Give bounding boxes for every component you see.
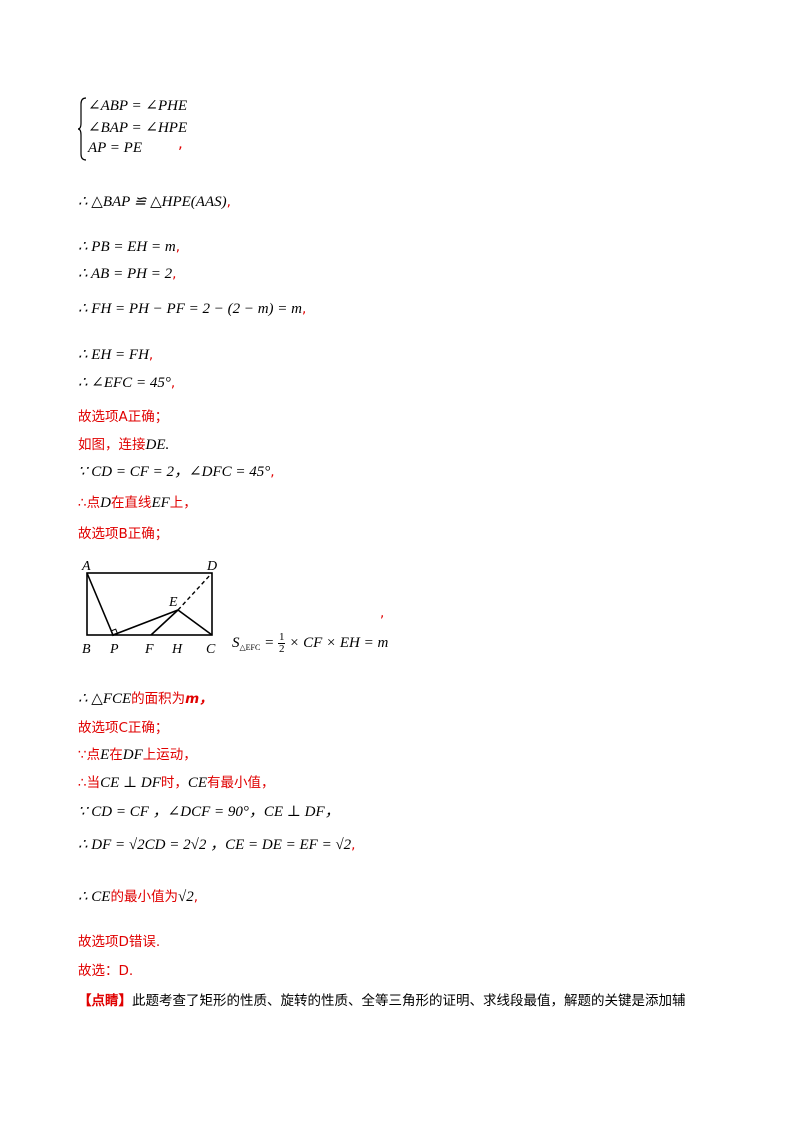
line-fh: ∴ FH = PH − PF = 2 − (2 − m) = m, xyxy=(78,301,307,317)
line-df-value: ∴ DF = √2CD = 2√2 ，CE = DE = EF = √2, xyxy=(78,837,356,853)
line-commentary: 【点睛】此题考查了矩形的性质、旋转的性质、全等三角形的证明、求线段最值，解题的关… xyxy=(78,993,686,1009)
line-eh-fh: ∴ EH = FH, xyxy=(78,347,154,363)
line-area-fce: ∴ △FCE的面积为m， xyxy=(78,691,213,707)
label-h: H xyxy=(171,642,183,657)
line-ce-min: ∴ CE的最小值为√2, xyxy=(78,889,198,905)
label-c: C xyxy=(206,642,216,657)
line-answer: 故选：D. xyxy=(78,963,134,979)
label-b: B xyxy=(82,642,91,657)
label-p: P xyxy=(109,642,119,657)
line-option-b: 故选项B正确； xyxy=(78,526,169,542)
left-brace-icon xyxy=(78,97,87,161)
system-row-2: ∠BAP = ∠HPE xyxy=(88,120,188,136)
system-row-3: AP = PE xyxy=(88,140,143,156)
geometry-figure: A D E B P F H C xyxy=(81,559,217,657)
label-e: E xyxy=(168,595,178,610)
line-option-c: 故选项C正确； xyxy=(78,720,169,736)
line-congruence: ∴ △BAP ≌ △HPE(AAS), xyxy=(78,194,231,210)
line-option-a: 故选项A正确； xyxy=(78,409,169,425)
label-a: A xyxy=(81,559,91,574)
line-ce-perp: ∴当CE ⊥ DF时，CE有最小值， xyxy=(78,775,275,791)
line-ab-ph: ∴ AB = PH = 2, xyxy=(78,266,177,282)
label-f: F xyxy=(144,642,154,657)
figure-comma: , xyxy=(380,605,385,621)
system-comma: , xyxy=(178,134,183,152)
label-d: D xyxy=(206,559,217,574)
line-pb-eh: ∴ PB = EH = m, xyxy=(78,239,180,255)
system-row-1: ∠ABP = ∠PHE xyxy=(88,98,188,114)
line-cd-cf: ∵ CD = CF = 2，∠DFC = 45°, xyxy=(78,464,275,480)
line-e-moves: ∵点E在DF上运动， xyxy=(78,747,197,763)
line-angle-efc: ∴ ∠EFC = 45°, xyxy=(78,375,176,391)
line-cd-cf-perp: ∵ CD = CF ，∠DCF = 90°，CE ⊥ DF， xyxy=(78,804,340,820)
line-d-on-ef: ∴点D在直线EF上， xyxy=(78,495,197,511)
line-connect-de: 如图，连接DE. xyxy=(78,437,170,453)
line-option-d: 故选项D错误. xyxy=(78,934,161,950)
